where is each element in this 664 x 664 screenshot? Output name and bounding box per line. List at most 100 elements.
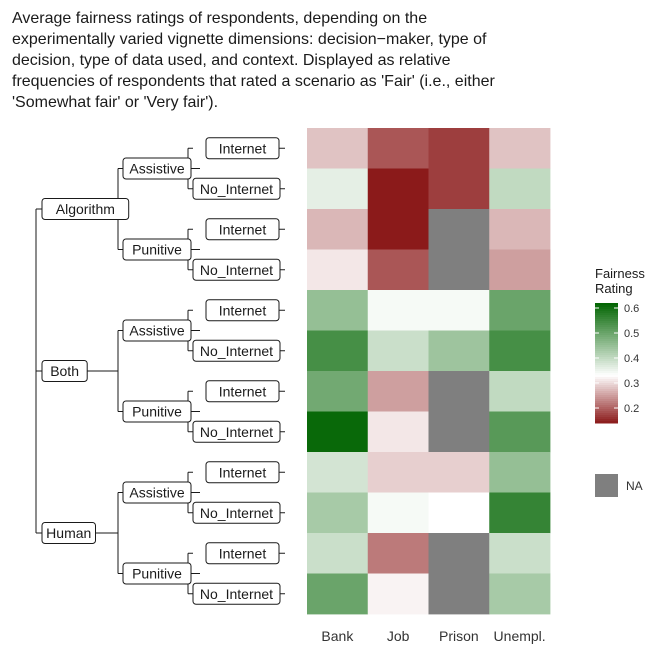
heatmap-cell (367, 209, 429, 250)
heatmap-cell (307, 209, 369, 250)
legend-gradient-step (595, 389, 618, 392)
heatmap-cell (367, 168, 429, 210)
tree-node-decision-type-box (122, 157, 192, 180)
heatmap-cell (489, 290, 551, 331)
legend-gradient-step (595, 339, 618, 342)
legend-gradient-step (595, 311, 618, 314)
tree-node-decision-maker-box (41, 522, 96, 544)
legend-gradient-step (595, 405, 618, 408)
legend-gradient-step (595, 331, 618, 334)
chart-title: Average fairness ratings of respondents,… (12, 8, 657, 113)
heatmap-cell (307, 492, 369, 534)
legend-gradient-step (595, 397, 618, 400)
legend-gradient-step (595, 309, 618, 312)
tree-node-data-type-label: No_Internet (200, 586, 273, 602)
legend-gradient-step (595, 371, 618, 374)
heatmap-cell (489, 371, 551, 412)
legend-gradient-step (595, 413, 618, 416)
legend-gradient-step (595, 383, 618, 386)
heatmap-cell (367, 573, 429, 615)
legend-gradient-step (595, 363, 618, 366)
heatmap-cell (307, 168, 369, 210)
legend-gradient-step (595, 361, 618, 364)
heatmap-cell (428, 330, 490, 372)
tree-node-decision-type-box (122, 238, 192, 261)
legend-title-line-1: Fairness (595, 266, 645, 281)
legend-gradient-step (595, 345, 618, 348)
heatmap-cell (367, 411, 429, 453)
tree-node-decision-maker-label: Both (50, 363, 79, 379)
heatmap-cell (367, 452, 429, 493)
heatmap-cell (307, 330, 369, 372)
heatmap-cell (489, 249, 551, 291)
legend-tick-label: 0.5 (624, 328, 639, 340)
legend-na-swatch (595, 474, 618, 497)
tree-node-decision-type-label: Punitive (132, 404, 182, 420)
tree-node-data-type-label: Internet (219, 140, 267, 156)
legend-gradient-step (595, 325, 618, 328)
legend-gradient-step (595, 393, 618, 396)
legend: 0.6 0.5 0.4 0.3 0.2 NA (595, 303, 643, 497)
x-tick-label: Bank (321, 628, 354, 644)
legend-gradient-step (595, 355, 618, 358)
heatmap-cell (489, 128, 551, 169)
heatmap-cell (307, 371, 369, 412)
heatmap-cell (489, 452, 551, 493)
heatmap-cell (428, 533, 490, 574)
heatmap-cell (307, 411, 369, 453)
legend-gradient-step (595, 415, 618, 418)
legend-gradient-step (595, 417, 618, 420)
tree-node-data-type-label: Internet (219, 383, 267, 399)
legend-gradient-step (595, 369, 618, 372)
legend-title-line-2: Rating (595, 281, 633, 296)
legend-gradient-step (595, 411, 618, 414)
tree-node-decision-type-box (122, 400, 192, 423)
legend-gradient-step (595, 381, 618, 384)
legend-gradient-step (595, 387, 618, 390)
heatmap-cell (367, 290, 429, 331)
heatmap-cell (428, 209, 490, 250)
x-tick-label: Prison (439, 628, 479, 644)
heatmap-cell (367, 128, 429, 169)
tree-node-data-type-label: No_Internet (200, 343, 273, 359)
heatmap-cell (489, 411, 551, 453)
heatmap-cell (428, 492, 490, 534)
legend-gradient-step (595, 373, 618, 376)
heatmap-cell (428, 411, 490, 453)
legend-gradient-step (595, 421, 618, 424)
tree-node-data-type-label: No_Internet (200, 505, 273, 521)
legend-gradient-step (595, 379, 618, 382)
tree-node-decision-maker-box (41, 198, 130, 220)
heatmap-cell (367, 249, 429, 291)
legend-gradient-step (595, 377, 618, 380)
heatmap-cell (307, 249, 369, 291)
dendrogram-tree: Algorithm Assistive Internet No_Internet Pun… (35, 137, 285, 605)
heatmap-cell (428, 128, 490, 169)
x-tick-label: Job (387, 628, 410, 644)
legend-gradient-step (595, 395, 618, 398)
legend-gradient-step (595, 409, 618, 412)
tree-node-data-type-label: Internet (219, 545, 267, 561)
legend-gradient-step (595, 329, 618, 332)
legend-gradient-step (595, 419, 618, 422)
heatmap-cell (428, 371, 490, 412)
legend-gradient-step (595, 353, 618, 356)
legend-gradient-step (595, 335, 618, 338)
heatmap-cell (428, 290, 490, 331)
heatmap-cell (307, 128, 369, 169)
legend-gradient-step (595, 321, 618, 324)
tree-node-decision-type-box (122, 562, 192, 585)
title-line: decision, type of data used, and context… (12, 52, 451, 69)
legend-gradient-step (595, 319, 618, 322)
heatmap-cell (489, 209, 551, 250)
heatmap-cell (489, 573, 551, 615)
heatmap-cell (367, 330, 429, 372)
legend-gradient-step (595, 385, 618, 388)
legend-tick-label: 0.4 (624, 353, 639, 365)
tree-node-decision-type-box (122, 319, 192, 342)
tree-node-decision-type-box (122, 481, 192, 504)
x-tick-label: Unempl. (494, 628, 546, 644)
legend-gradient-step (595, 375, 618, 378)
legend-gradient-step (595, 343, 618, 346)
legend-gradient-step (595, 341, 618, 344)
